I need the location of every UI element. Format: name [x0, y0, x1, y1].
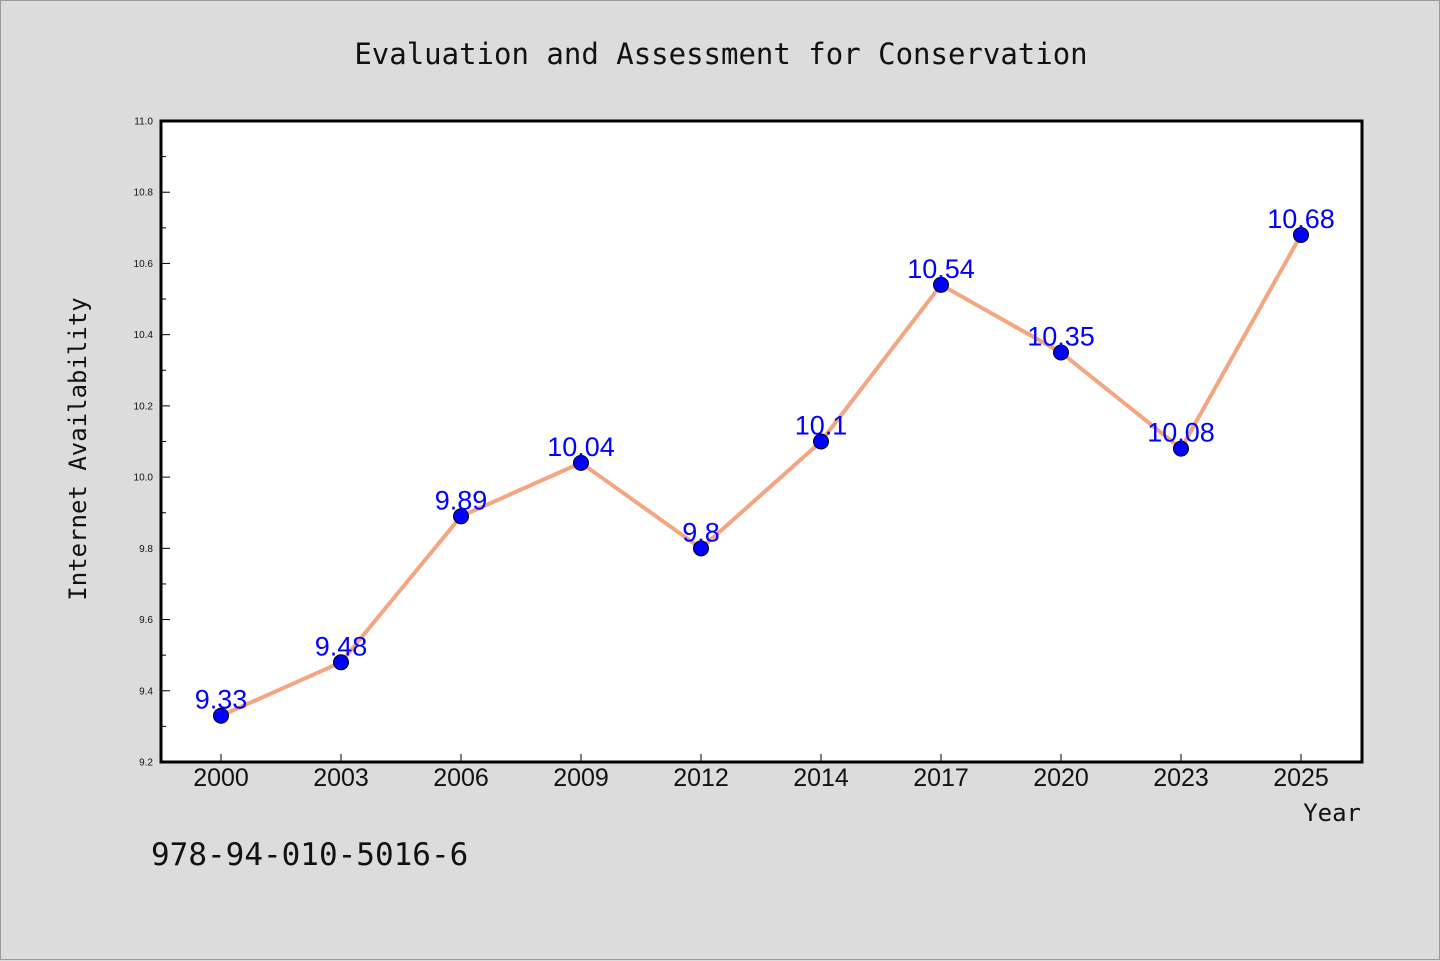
data-point — [1293, 226, 1309, 243]
data-label: 10.04 — [547, 432, 615, 462]
data-point — [573, 454, 589, 471]
x-tick-label: 2003 — [313, 764, 369, 792]
y-tick-label: 9.8 — [139, 544, 153, 555]
y-tick-label: 10.0 — [134, 473, 154, 484]
y-tick-label: 9.4 — [139, 686, 153, 697]
y-tick-label: 10.4 — [134, 330, 154, 341]
data-point — [813, 433, 829, 450]
data-point — [693, 540, 709, 557]
data-label: 10.35 — [1027, 321, 1095, 351]
data-point — [1173, 440, 1189, 457]
x-tick-label: 2014 — [793, 764, 849, 792]
x-tick-label: 2012 — [673, 764, 729, 792]
series-line — [220, 233, 1303, 718]
x-tick-label: 2025 — [1273, 764, 1329, 792]
data-label: 10.1 — [795, 411, 848, 441]
y-tick-label: 10.2 — [134, 401, 154, 412]
data-point — [333, 654, 349, 671]
x-tick-label: 2023 — [1153, 764, 1209, 792]
data-label: 9.8 — [682, 517, 720, 547]
y-tick-label: 10.6 — [134, 259, 154, 270]
series-layer: 9.33 9.48 9.89 10.04 9.8 10.1 10.54 10.35 10.08 1… — [195, 204, 1335, 724]
data-label: 10.54 — [907, 254, 975, 284]
x-tick-label: 2006 — [433, 764, 489, 792]
x-tick-label: 2000 — [193, 764, 249, 792]
y-tick-label: 9.2 — [139, 758, 153, 769]
y-tick-label: 9.6 — [139, 615, 153, 626]
data-point — [933, 276, 949, 293]
data-label: 9.33 — [195, 685, 248, 715]
data-label: 10.68 — [1267, 204, 1335, 234]
chart-title: Evaluation and Assessment for Conservati… — [354, 37, 1087, 71]
x-axis: 2000 2003 2006 2009 2012 2014 2017 2020 2023 2025 — [193, 754, 1329, 792]
y-tick-label: 10.8 — [134, 188, 154, 199]
data-point — [213, 707, 229, 724]
y-tick-label: 11.0 — [134, 117, 153, 128]
x-tick-label: 2020 — [1033, 764, 1089, 792]
y-axis-label: Internet Availability — [64, 297, 92, 600]
data-label: 10.08 — [1147, 418, 1215, 448]
x-axis-label: Year — [1303, 799, 1361, 827]
x-tick-label: 2009 — [553, 764, 609, 792]
data-label: 9.48 — [315, 631, 368, 661]
data-label: 9.89 — [435, 485, 488, 515]
y-axis: 9.2 9.4 9.6 9.8 10.0 10.2 10.4 10.6 10.8 11.0 — [134, 117, 170, 769]
isbn-text: 978-94-010-5016-6 — [151, 837, 468, 873]
data-point — [1053, 344, 1069, 361]
x-tick-label: 2017 — [913, 764, 969, 792]
plot-area — [159, 119, 1364, 764]
data-point — [453, 508, 469, 525]
